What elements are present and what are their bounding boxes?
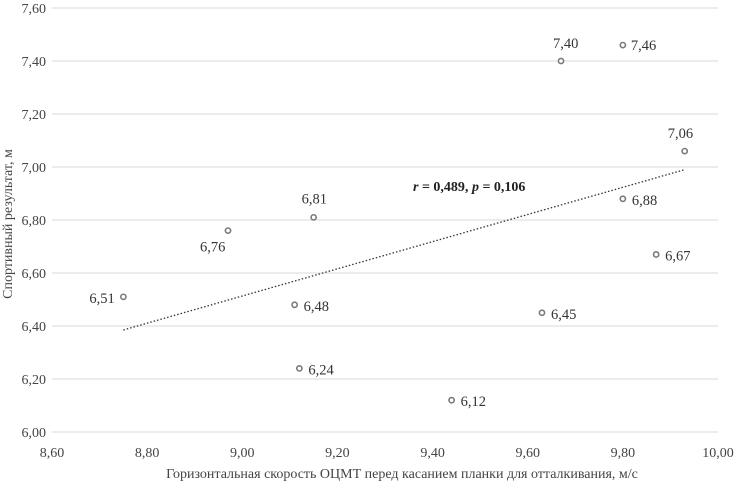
x-tick-label: 9,60	[515, 446, 540, 461]
data-point	[652, 251, 660, 258]
y-tick-label: 7,60	[22, 2, 47, 17]
x-tick-label: 9,40	[420, 446, 445, 461]
data-label: 6,48	[304, 299, 329, 315]
data-label: 7,06	[668, 126, 693, 142]
data-label: 6,67	[665, 248, 690, 264]
grid-lines	[52, 7, 718, 433]
p-value: = 0,106	[479, 180, 525, 195]
x-tick-label: 9,00	[230, 446, 255, 461]
data-point	[619, 195, 627, 203]
data-label: 6,81	[302, 191, 327, 207]
y-axis-title: Спортивный результат, м	[1, 149, 16, 299]
y-tick-label: 6,80	[22, 214, 47, 229]
data-point	[291, 301, 299, 309]
p-symbol: p	[471, 180, 479, 195]
data-label: 6,45	[551, 307, 576, 323]
data-label: 6,24	[308, 362, 334, 378]
y-tick-label: 7,40	[22, 55, 47, 70]
r-symbol: r	[413, 180, 419, 195]
x-tick-label: 9,80	[611, 446, 636, 461]
data-point	[681, 147, 689, 155]
data-label: 6,51	[89, 291, 114, 307]
x-axis-title: Горизонтальная скорость ОЦМТ перед касан…	[166, 467, 638, 482]
x-tick-labels: 8,60 8,80 9,00 9,20 9,40 9,60 9,80 10,00	[40, 446, 734, 461]
data-point	[619, 41, 627, 49]
data-label: 7,40	[553, 36, 578, 52]
data-point	[310, 213, 318, 221]
x-tick-label: 8,60	[40, 446, 65, 461]
x-tick-label: 8,80	[135, 446, 160, 461]
data-point	[557, 57, 565, 65]
y-tick-label: 7,20	[22, 108, 47, 123]
correlation-annotation: r = 0,489, p = 0,106	[413, 180, 525, 195]
data-label: 6,12	[461, 394, 486, 410]
data-point	[224, 227, 232, 234]
y-tick-label: 7,00	[22, 161, 47, 176]
data-label: 6,88	[632, 193, 657, 209]
data-point	[119, 293, 127, 301]
y-tick-label: 6,40	[22, 320, 47, 335]
y-tick-label: 6,20	[22, 373, 47, 388]
y-tick-labels: 6,00 6,20 6,40 6,60 6,80 7,00 7,20 7,40 7,60	[22, 2, 47, 441]
x-tick-label: 10,00	[702, 446, 734, 461]
y-tick-label: 6,60	[22, 267, 47, 282]
x-tick-label: 9,20	[325, 446, 350, 461]
trend-line	[123, 169, 685, 331]
data-label: 6,76	[200, 240, 225, 256]
data-label: 7,46	[631, 38, 656, 54]
data-point	[295, 364, 303, 372]
data-labels: 6,51 6,76 6,81 6,48 6,24 6,12 6,45 7,40 7,46 6,88…	[89, 36, 693, 410]
data-point	[448, 396, 455, 404]
data-point	[538, 309, 546, 317]
data-points	[119, 41, 689, 404]
y-tick-label: 6,00	[22, 426, 47, 441]
r-value: = 0,489,	[418, 180, 471, 195]
